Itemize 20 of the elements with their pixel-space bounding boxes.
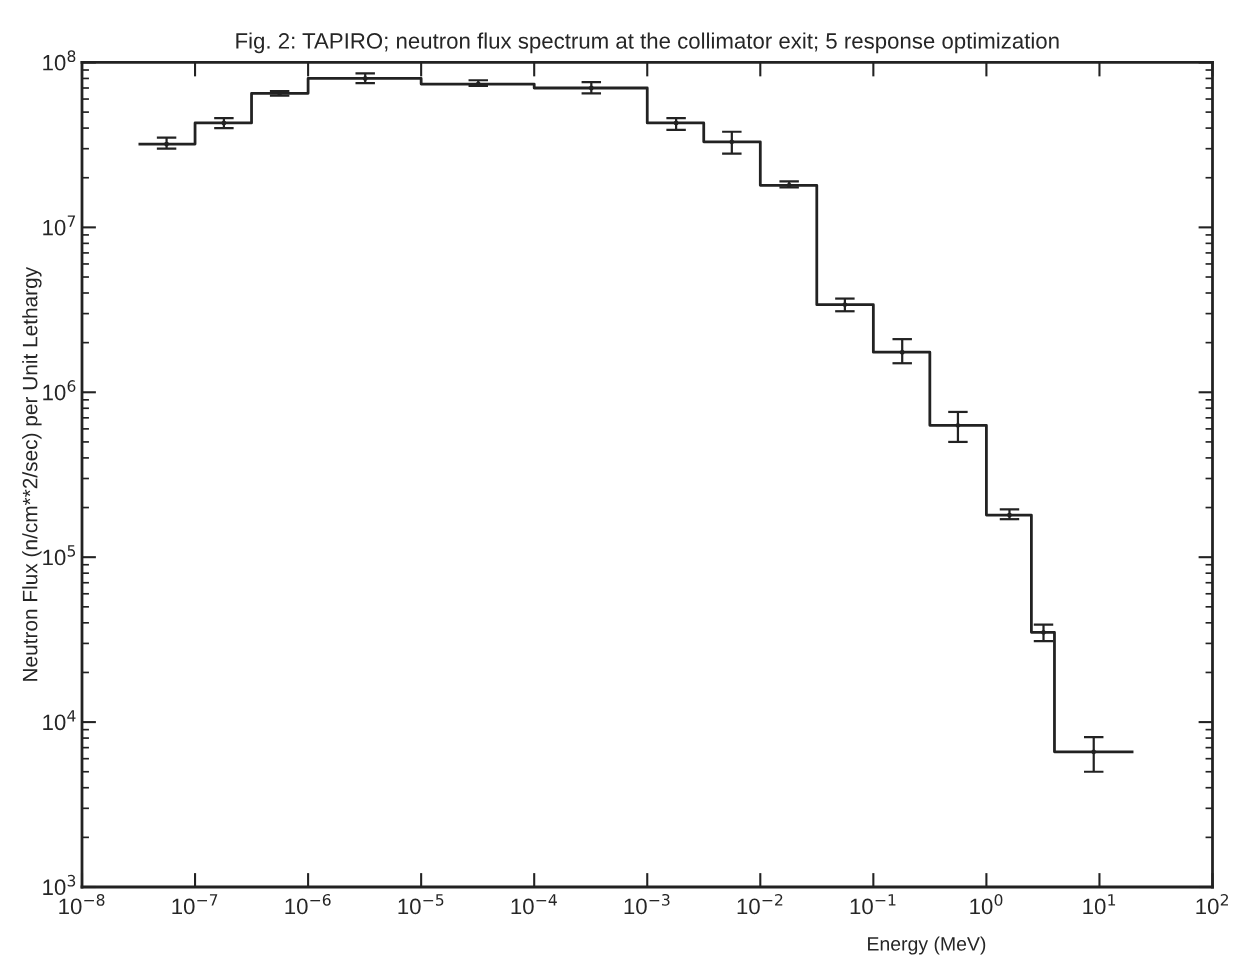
x-tick-label: 10$^{−5}$: [398, 894, 444, 915]
x-tick-label: 10$^{−7}$: [172, 894, 218, 915]
y-tick-label: 10$^{3}$: [43, 874, 76, 896]
x-tick-label: 10$^{−6}$: [285, 894, 331, 915]
y-tick-label: 10$^{4}$: [43, 710, 76, 731]
x-tick-label: 10$^{2}$: [1196, 894, 1228, 915]
y-axis-title: Neutron Flux (n/cm**2/sec) per Unit Lethargy: [22, 266, 42, 681]
y-tick-label: 10$^{6}$: [43, 380, 76, 401]
x-axis-title: Energy (MeV): [868, 936, 986, 955]
x-tick-label: 10$^{1}$: [1083, 894, 1116, 915]
x-tick-label: 10$^{−1}$: [850, 894, 896, 915]
y-tick-label: 10$^{5}$: [43, 545, 76, 566]
y-tick-label: 10$^{7}$: [43, 215, 76, 236]
y-tick-label: 10$^{8}$: [43, 50, 76, 71]
x-tick-label: 10$^{0}$: [970, 894, 1003, 915]
x-tick-label: 10$^{−4}$: [511, 894, 557, 915]
x-tick-label: 10$^{−3}$: [624, 894, 670, 915]
x-tick-label: 10$^{−2}$: [737, 894, 783, 915]
x-tick-label: 10$^{−8}$: [59, 894, 105, 915]
chart-title: Fig. 2: TAPIRO; neutron flux spectrum at the collimator exit; 5 response optimization: [236, 32, 1059, 54]
